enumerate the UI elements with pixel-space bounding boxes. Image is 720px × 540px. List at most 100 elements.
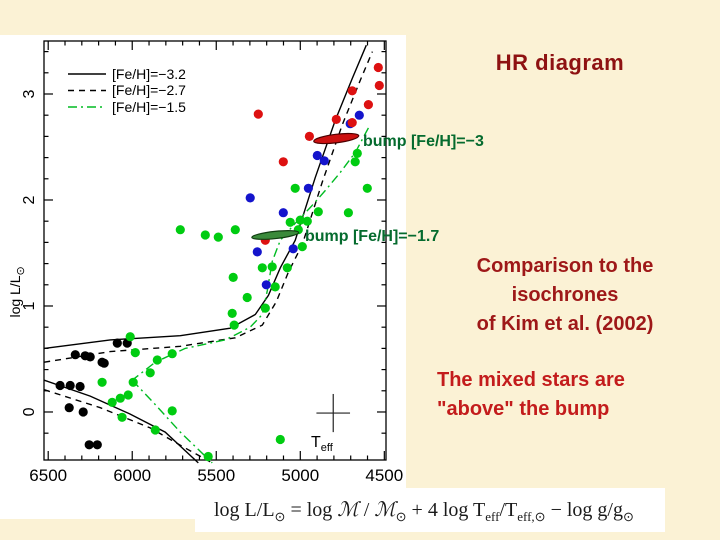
blue-star-point xyxy=(261,280,271,290)
green-star-point xyxy=(150,425,160,435)
red-star-point xyxy=(278,157,288,167)
green-star-point xyxy=(230,225,240,235)
sun-symbol: ⊙ xyxy=(395,509,407,524)
green-star-point xyxy=(125,332,135,342)
legend-label: [Fe/H]=−2.7 xyxy=(112,82,186,98)
green-star-point xyxy=(107,397,117,407)
bump-ellipse xyxy=(251,230,300,240)
script-M: ℳ xyxy=(374,499,396,521)
sun-symbol: ⊙ xyxy=(274,509,286,524)
bump-ellipse xyxy=(313,132,360,145)
red-star-point xyxy=(363,100,373,110)
isochrone-curve xyxy=(44,44,367,350)
bump-annotation: bump [Fe/H]=−3 xyxy=(362,132,484,150)
x-axis-label: Teff xyxy=(311,434,333,455)
green-star-point xyxy=(130,348,140,358)
green-star-point xyxy=(167,406,177,416)
green-star-point xyxy=(267,262,277,272)
green-star-point xyxy=(343,208,353,218)
page-title: HR diagram xyxy=(495,50,625,75)
blue-star-point xyxy=(278,208,288,218)
y-tick-label: 3 xyxy=(21,89,38,98)
x-tick-label: 6500 xyxy=(29,466,67,485)
red-star-point xyxy=(304,131,314,141)
green-star-point xyxy=(175,225,185,235)
isochrone-curve xyxy=(131,127,370,381)
mixed-line-1: The mixed stars are xyxy=(437,369,625,391)
formula-strip xyxy=(195,488,665,532)
green-star-point xyxy=(302,216,312,226)
green-star-point xyxy=(362,183,372,193)
blue-star-point xyxy=(303,183,313,193)
green-star-point xyxy=(290,183,300,193)
blue-star-point xyxy=(312,150,322,161)
red-star-point xyxy=(374,80,384,91)
green-star-point xyxy=(123,390,133,400)
black-star-point xyxy=(75,381,85,392)
blue-star-point xyxy=(288,244,298,254)
green-star-point xyxy=(228,272,238,282)
green-star-point xyxy=(260,303,270,313)
blue-star-point xyxy=(252,247,262,257)
black-star-point xyxy=(70,350,80,360)
comparison-line-2: isochrones xyxy=(511,284,619,306)
red-star-point xyxy=(373,62,383,73)
green-star-point xyxy=(167,349,177,359)
black-star-point xyxy=(65,380,75,391)
green-star-point xyxy=(352,148,362,158)
x-tick-label: 5000 xyxy=(281,466,319,485)
blue-star-point xyxy=(245,193,255,203)
green-star-point xyxy=(117,412,127,422)
green-star-point xyxy=(282,263,292,273)
green-star-point xyxy=(229,320,239,330)
x-tick-label: 4500 xyxy=(365,466,403,485)
isochrone-curve xyxy=(131,379,213,464)
x-tick-label: 5500 xyxy=(197,466,235,485)
green-star-point xyxy=(203,451,213,462)
black-star-point xyxy=(78,407,88,417)
black-star-point xyxy=(92,440,102,450)
green-star-point xyxy=(152,355,162,365)
script-M: ℳ xyxy=(337,499,359,521)
red-star-point xyxy=(347,118,357,128)
comparison-line-1: Comparison to the xyxy=(476,255,654,277)
mixed-line-2: "above" the bump xyxy=(437,398,610,420)
luminosity-formula: log L/L⊙ = log ℳ / ℳ⊙ + 4 log Teff/Teff,… xyxy=(214,499,634,524)
green-star-point xyxy=(295,215,305,225)
red-star-point xyxy=(331,114,341,124)
green-star-point xyxy=(128,377,138,387)
isochrone-curve xyxy=(44,51,374,363)
green-star-point xyxy=(270,282,280,292)
black-star-point xyxy=(64,403,74,413)
sun-symbol: ⊙ xyxy=(622,509,634,524)
y-tick-label: 2 xyxy=(21,195,38,204)
plot-frame xyxy=(43,40,387,461)
green-star-point xyxy=(257,263,267,273)
black-star-point xyxy=(55,380,65,391)
y-tick-label: 0 xyxy=(21,407,38,416)
mixed-stars-text: The mixed stars are "above" the bump xyxy=(437,366,717,424)
green-star-point xyxy=(297,242,307,252)
green-star-point xyxy=(275,434,285,445)
black-star-point xyxy=(84,440,94,450)
black-star-point xyxy=(99,358,109,368)
blue-star-point xyxy=(354,110,364,120)
green-star-point xyxy=(115,393,125,403)
isochrone-curve xyxy=(43,379,199,464)
blue-star-point xyxy=(319,156,329,166)
red-star-point xyxy=(347,86,357,96)
black-star-point xyxy=(112,338,122,348)
green-star-point xyxy=(145,368,155,378)
comparison-line-3: of Kim et al. (2002) xyxy=(476,313,654,335)
green-star-point xyxy=(213,232,223,242)
legend-label: [Fe/H]=−3.2 xyxy=(112,65,186,82)
comparison-text: Comparison to the isochrones of Kim et a… xyxy=(420,252,710,339)
y-axis-label: log L/L⊙ xyxy=(7,266,27,318)
sun-symbol: ⊙ xyxy=(14,266,27,276)
isochrone-curve xyxy=(43,389,211,463)
bump-annotation: bump [Fe/H]=−1.7 xyxy=(304,228,440,246)
green-star-point xyxy=(242,292,252,303)
black-star-point xyxy=(85,352,95,362)
